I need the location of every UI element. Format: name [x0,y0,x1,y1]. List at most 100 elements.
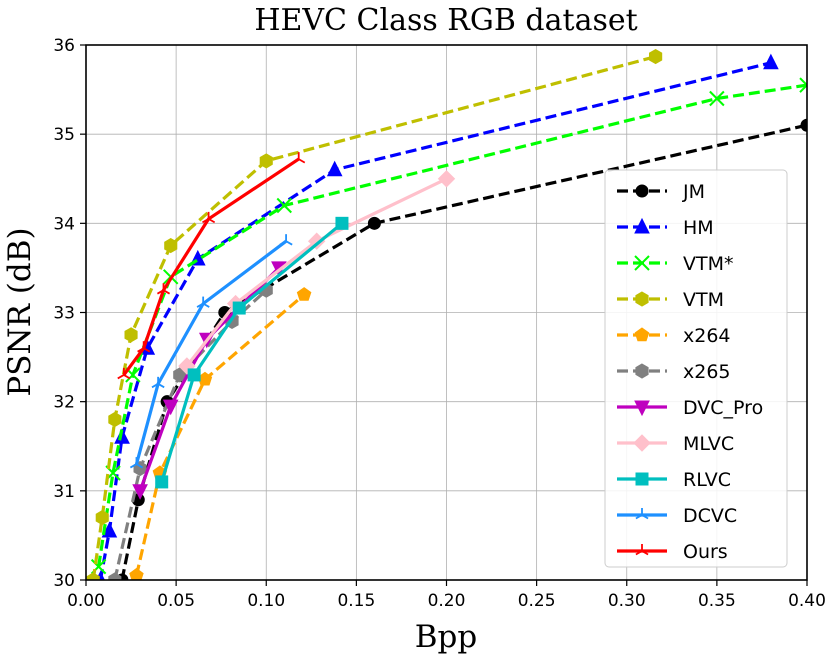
series-line-rlvc [160,222,344,483]
legend-label: VTM [683,289,724,311]
y-tick-label: 32 [53,393,75,413]
data-point-x264 [296,287,312,301]
x-tick-label: 0.25 [518,591,556,611]
legend-marker [634,255,650,271]
data-point-vtm [259,153,273,169]
series-line-dcvc [134,239,288,465]
legend-entry-mlvc: MLVC [617,433,734,455]
data-point-ours [137,341,151,353]
data-point-ours [202,211,216,224]
legend-entry-vtm: VTM [617,289,724,311]
legend-label: x264 [683,325,731,347]
data-point-ours [292,152,306,164]
legend-entry-x265: x265 [617,361,731,383]
x-tick-label: 0.15 [337,591,375,611]
legend-marker [635,544,649,556]
data-point-hm [326,160,343,177]
x-tick-label: 0.05 [157,591,195,611]
legend-entry-ours: Ours [617,541,728,563]
legend-marker [634,217,650,234]
series-line-x264 [134,293,306,576]
legend-marker [635,184,649,198]
data-point-x264 [129,567,144,580]
x-tick-label: 0.35 [698,591,736,611]
series-line-jm [120,123,807,580]
x-tick-label: 0.40 [788,591,826,611]
legend-marker [635,363,649,379]
y-tick-label: 30 [53,571,75,591]
data-point-vtm [124,327,138,343]
data-point-jm [367,216,381,230]
legend-entry-rlvc: RLVC [617,469,731,491]
data-point-vtm [95,510,109,526]
series-line-mlvc [185,177,448,367]
legend-label: DVC_Pro [683,397,763,419]
data-point-dcvc [279,234,293,246]
y-tick-label: 34 [53,214,75,234]
data-point-ours [156,283,171,295]
data-point-mlvc [437,170,456,188]
legend-label: DCVC [683,505,737,527]
legend-marker [633,434,651,452]
legend-marker [635,508,649,520]
x-tick-label: 0.10 [247,591,285,611]
legend-box [604,169,788,568]
data-point-vtm [108,411,122,428]
legend-entry-dvc-pro: DVC_Pro [617,397,763,419]
data-point-vtm [86,572,100,580]
data-point-dvc-pro [162,399,179,416]
data-point-rlvc [335,216,349,230]
data-point-hm [763,53,779,70]
data-point-dvc-pro [132,484,148,500]
x-tick-label: 0.30 [608,591,646,611]
data-point-rlvc [232,301,246,315]
data-point-x265 [108,572,122,580]
data-point-vtm [649,49,663,65]
legend-label: JM [682,181,705,203]
legend-marker [635,472,649,486]
data-point-jm [800,118,807,132]
y-tick-label: 31 [53,482,75,502]
legend-marker [634,327,650,342]
data-point-vtm [709,90,725,107]
legend-entry-dcvc: DCVC [617,505,737,527]
legend-marker [635,291,649,307]
data-point-vtm [164,238,178,254]
x-axis: 0.00 0.05 0.10 0.15 0.20 0.25 0.30 0.35 0.40 [67,580,826,611]
y-axis-label: PSNR (dB) [2,227,38,396]
data-point-rlvc [187,368,201,382]
series-ours [117,152,306,380]
series-vtm [86,49,663,580]
series-rlvc [155,216,349,489]
legend-label: x265 [683,361,731,383]
data-point-dcvc [129,457,144,469]
data-point-dcvc [151,376,165,389]
data-point-vtm [799,77,807,93]
legend-entry-jm: JM [617,181,705,203]
legend-entry-hm: HM [617,217,714,239]
series-layer [86,49,807,580]
legend-label: Ours [683,541,728,563]
series-dcvc [129,234,293,469]
series-x264 [129,287,312,580]
legend-entry-x264: x264 [617,325,731,347]
legend-entry-vtm: VTM* [617,253,734,275]
legend-label: RLVC [683,469,731,491]
legend-label: VTM* [683,253,734,275]
y-tick-label: 33 [53,304,75,324]
x-tick-label: 0.00 [67,591,105,611]
data-point-hm [101,521,118,538]
x-tick-label: 0.20 [428,591,466,611]
data-point-dcvc [196,296,210,308]
y-axis: 30 31 32 33 34 35 36 [53,36,86,591]
data-point-ours [117,367,131,380]
legend-marker [634,400,650,417]
y-tick-label: 35 [53,125,75,145]
chart-title: HEVC Class RGB dataset [254,3,637,38]
legend: JM HM VTM* VTM x264 x265 DVC_Pro MLVC RLVC DCVC Ou… [604,169,788,568]
legend-label: MLVC [683,433,734,455]
y-tick-label: 36 [53,36,75,56]
data-point-vtm [276,197,292,214]
x-axis-label: Bpp [415,619,477,655]
